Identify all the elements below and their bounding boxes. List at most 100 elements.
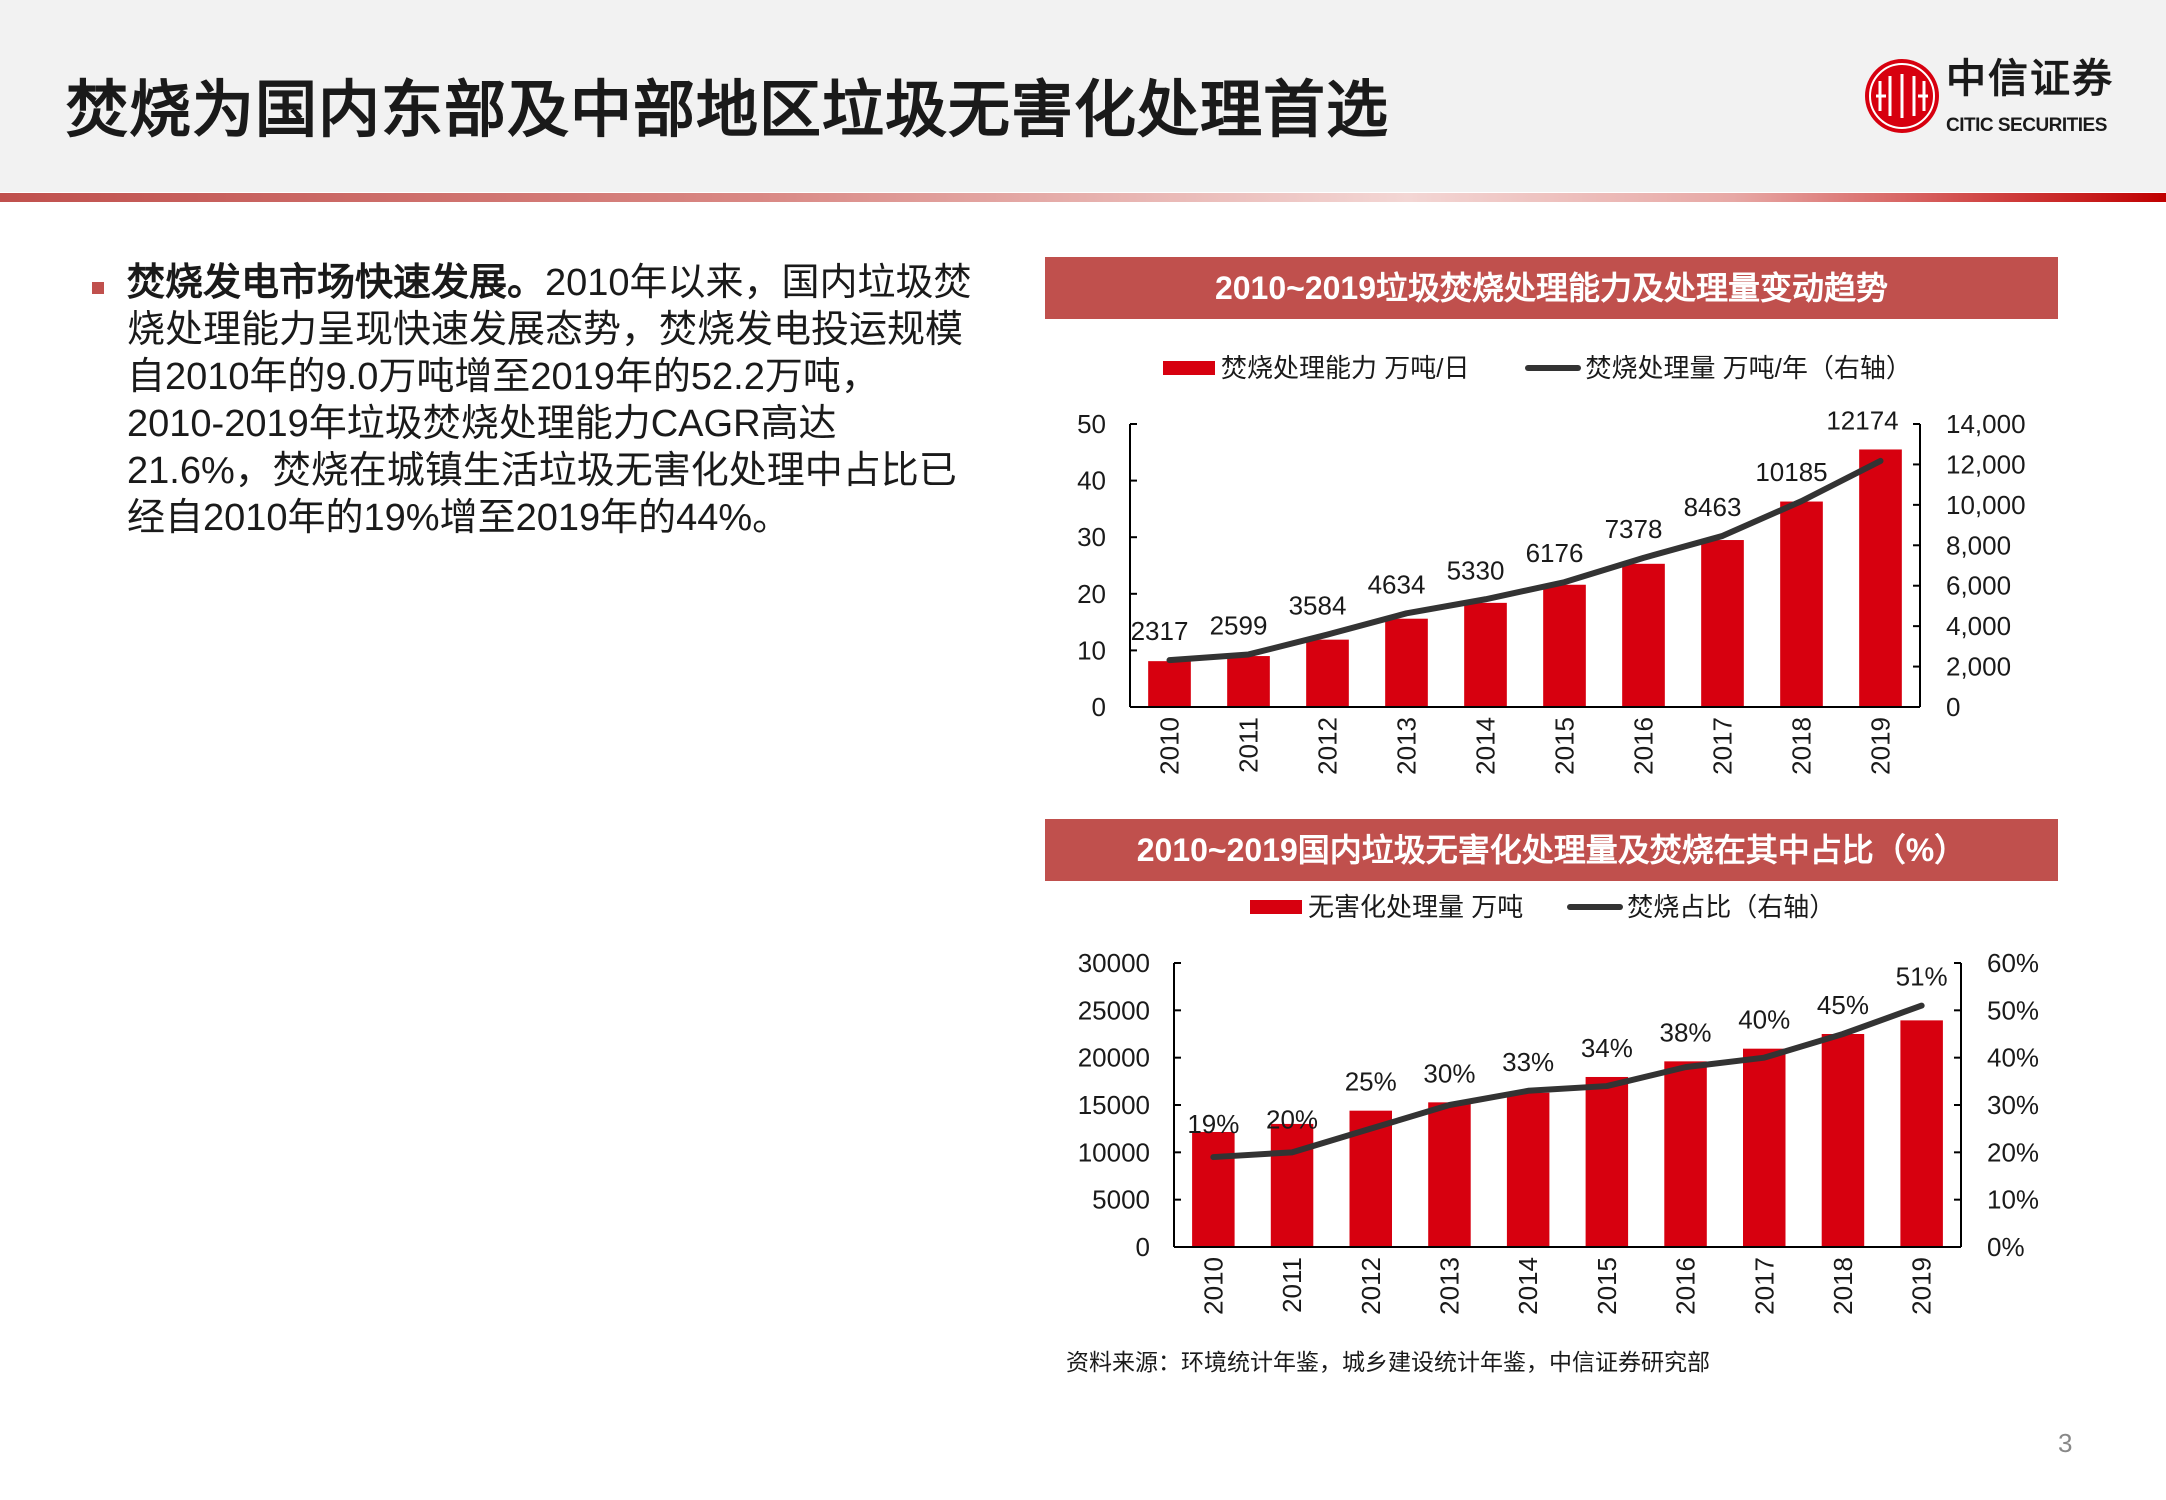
citic-emblem-icon	[1865, 59, 1939, 133]
x-tick-label: 2014	[1513, 1257, 1543, 1315]
x-tick-label: 2012	[1356, 1257, 1386, 1315]
data-label: 8463	[1684, 492, 1742, 522]
data-label: 12174	[1826, 405, 1898, 435]
data-label: 5330	[1447, 555, 1505, 585]
x-tick-label: 2017	[1708, 717, 1738, 775]
bar-2018	[1821, 1034, 1865, 1247]
left-tick-label: 25000	[1078, 995, 1150, 1025]
x-tick-label: 2015	[1592, 1257, 1622, 1315]
left-tick-label: 0	[1092, 692, 1106, 722]
right-tick-label: 2,000	[1946, 652, 2011, 682]
right-tick-label: 14,000	[1946, 409, 2026, 439]
legend-bar-swatch	[1163, 361, 1215, 375]
left-tick-label: 0	[1136, 1232, 1150, 1262]
bar-2017	[1743, 1048, 1786, 1247]
data-label: 34%	[1581, 1033, 1633, 1063]
source-note: 资料来源：环境统计年鉴，城乡建设统计年鉴，中信证券研究部	[1066, 1349, 1710, 1375]
left-tick-label: 20	[1077, 579, 1106, 609]
bar-2013	[1428, 1102, 1471, 1247]
series-line	[1210, 1002, 1925, 1161]
x-tick-label: 2016	[1629, 717, 1659, 775]
bullet-heading: 焚烧发电市场快速发展。	[127, 262, 546, 304]
left-tick-label: 40	[1077, 466, 1106, 496]
bar-2013	[1385, 618, 1428, 707]
bar-2010	[1148, 661, 1191, 707]
data-label: 30%	[1423, 1058, 1475, 1088]
data-label: 40%	[1738, 1005, 1790, 1035]
right-tick-label: 8,000	[1946, 530, 2011, 560]
data-label: 7378	[1605, 514, 1663, 544]
chart1-title: 2010~2019垃圾焚烧处理能力及处理量变动趋势	[1045, 257, 2058, 319]
data-label: 6176	[1526, 538, 1584, 568]
left-tick-label: 50	[1077, 409, 1106, 439]
right-tick-label: 40%	[1987, 1043, 2039, 1073]
bar-2014	[1464, 602, 1507, 707]
right-tick-label: 4,000	[1946, 611, 2011, 641]
bar-2015	[1543, 584, 1586, 707]
header-divider	[0, 193, 2166, 202]
bullet-body: 2010年以来，国内垃圾焚烧处理能力呈现快速发展态势，焚烧发电投运规模自2010…	[127, 262, 972, 539]
data-label: 19%	[1187, 1109, 1239, 1139]
data-label: 33%	[1502, 1047, 1554, 1077]
legend-line-label: 焚烧占比（右轴）	[1627, 892, 1836, 922]
citic-logo: 中信证券 CITIC SECURITIES	[1862, 56, 2152, 146]
chart2-title: 2010~2019国内垃圾无害化处理量及焚烧在其中占比（%）	[1045, 819, 2058, 881]
x-tick-label: 2015	[1550, 717, 1580, 775]
bar-2011	[1270, 1123, 1314, 1247]
x-tick-label: 2014	[1471, 717, 1501, 775]
x-tick-label: 2019	[1866, 717, 1896, 775]
legend-line-swatch	[1567, 904, 1624, 910]
right-tick-label: 60%	[1987, 948, 2039, 978]
x-tick-label: 2013	[1434, 1257, 1464, 1315]
x-tick-label: 2011	[1234, 717, 1264, 773]
chart1-legend: 焚烧处理能力 万吨/日 焚烧处理量 万吨/年（右轴）	[1163, 352, 1912, 384]
legend-bar-label: 焚烧处理能力 万吨/日	[1221, 353, 1470, 383]
x-tick-label: 2011	[1277, 1257, 1307, 1313]
bar-2014	[1506, 1092, 1550, 1247]
bar-2017	[1701, 540, 1744, 707]
bar-2016	[1622, 563, 1665, 707]
series-line	[1166, 457, 1884, 664]
data-label: 51%	[1896, 962, 1948, 992]
bar-2019	[1900, 1020, 1943, 1247]
data-label: 2599	[1210, 610, 1268, 640]
data-label: 25%	[1345, 1067, 1397, 1097]
right-tick-label: 20%	[1987, 1137, 2039, 1167]
header-band	[0, 0, 2166, 192]
x-tick-label: 2012	[1313, 717, 1343, 775]
data-label: 38%	[1660, 1017, 1712, 1047]
right-tick-label: 6,000	[1946, 571, 2011, 601]
right-tick-label: 30%	[1987, 1090, 2039, 1120]
logo-text-cn: 中信证券	[1946, 55, 2114, 102]
left-tick-label: 20000	[1078, 1043, 1150, 1073]
chart2-legend: 无害化处理量 万吨 焚烧占比（右轴）	[1250, 891, 1835, 923]
x-tick-label: 2013	[1392, 717, 1422, 775]
x-tick-label: 2010	[1198, 1257, 1228, 1315]
page-title: 焚烧为国内东部及中部地区垃圾无害化处理首选	[66, 76, 1390, 145]
x-tick-label: 2010	[1155, 717, 1185, 775]
right-tick-label: 10%	[1987, 1185, 2039, 1215]
bar-2016	[1664, 1061, 1707, 1247]
right-tick-label: 50%	[1987, 995, 2039, 1025]
legend-bar-swatch	[1250, 900, 1302, 914]
x-tick-label: 2016	[1671, 1257, 1701, 1315]
legend-line-label: 焚烧处理量 万吨/年（右轴）	[1585, 353, 1912, 383]
bar-2011	[1227, 656, 1270, 707]
legend-line-swatch	[1525, 365, 1582, 371]
left-tick-label: 10000	[1078, 1137, 1150, 1167]
right-tick-label: 10,000	[1946, 490, 2026, 520]
bullet-point: 焚烧发电市场快速发展。2010年以来，国内垃圾焚烧处理能力呈现快速发展态势，焚烧…	[92, 260, 972, 542]
page-number: 3	[2058, 1428, 2073, 1458]
bullet-square-icon	[92, 282, 104, 294]
left-tick-label: 5000	[1092, 1185, 1150, 1215]
data-label: 2317	[1131, 616, 1189, 646]
x-tick-label: 2017	[1749, 1257, 1779, 1315]
left-tick-label: 30	[1077, 522, 1106, 552]
logo-text-en: CITIC SECURITIES	[1946, 115, 2107, 136]
left-tick-label: 30000	[1078, 948, 1150, 978]
data-label: 20%	[1266, 1104, 1318, 1134]
x-tick-label: 2018	[1828, 1257, 1858, 1315]
data-label: 3584	[1289, 591, 1347, 621]
right-tick-label: 0	[1946, 692, 1960, 722]
